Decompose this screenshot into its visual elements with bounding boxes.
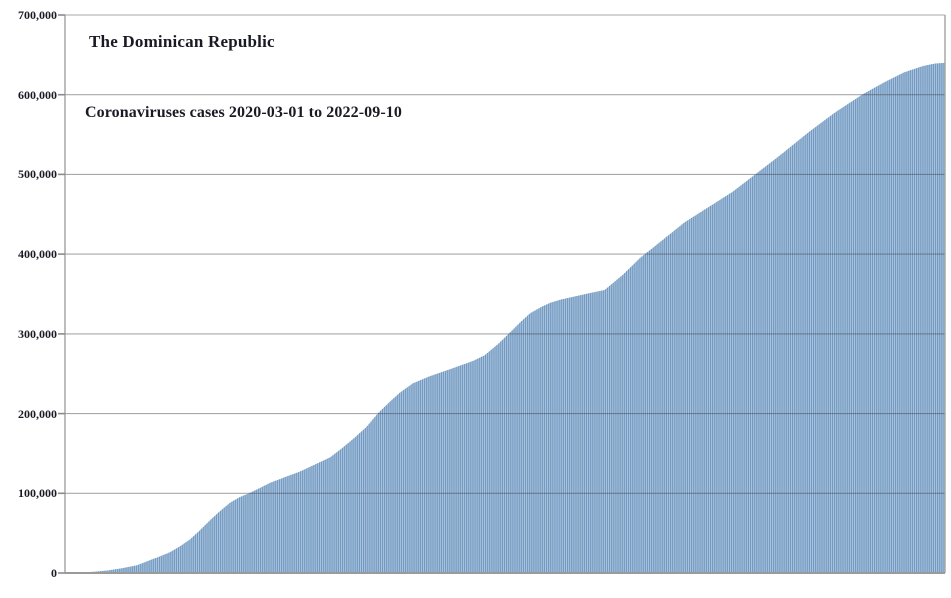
daily-cases-bars [65, 62, 946, 573]
cases-area [65, 62, 945, 573]
chart-subtitle: Coronaviruses cases 2020-03-01 to 2022-0… [85, 104, 402, 121]
gridlines [65, 14, 945, 494]
y-axis-tick-label: 700,000 [18, 8, 57, 22]
chart-title: The Dominican Republic [89, 32, 275, 51]
y-axis-tick-label: 600,000 [18, 87, 57, 102]
y-axis-tick-label: 400,000 [18, 247, 57, 262]
axes [58, 14, 946, 574]
y-axis-tick-label: 300,000 [18, 326, 57, 341]
y-axis-tick-label: 0 [51, 566, 57, 580]
y-axis-tick-label: 500,000 [18, 167, 57, 182]
y-axis-tick-label: 200,000 [18, 406, 57, 421]
y-axis: 0 100,000 200,000 300,000 400,000 500,000 600,… [0, 0, 57, 598]
y-axis-tick-label: 100,000 [18, 486, 57, 501]
